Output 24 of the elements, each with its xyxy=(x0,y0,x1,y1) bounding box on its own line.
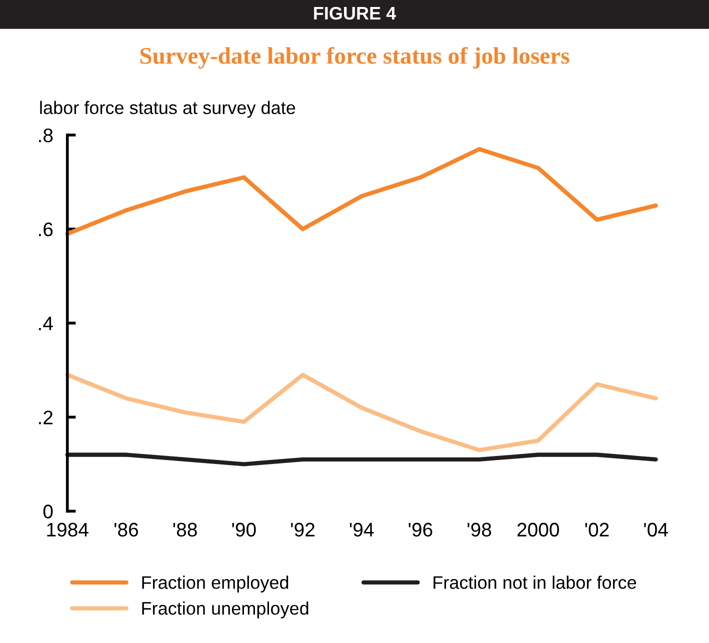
x-tick-label: '86 xyxy=(114,522,138,537)
y-tick-label: .8 xyxy=(39,128,53,142)
line-series xyxy=(65,147,658,236)
x-tick-label: '88 xyxy=(173,522,197,537)
line-series xyxy=(65,372,658,452)
x-tick-label: '90 xyxy=(232,522,256,537)
y-tick-label: .2 xyxy=(39,410,52,424)
x-tick-label: '96 xyxy=(408,522,432,537)
chart-title: FIGURE 4 xyxy=(314,6,396,20)
x-tick-label: '04 xyxy=(644,522,668,537)
legend-label: Fraction employed xyxy=(142,576,288,592)
x-tick-label: 2000 xyxy=(517,522,559,537)
x-tick-label: '92 xyxy=(291,522,314,537)
legend-label: Fraction unemployed xyxy=(142,602,308,618)
y-tick-label: 0 xyxy=(43,504,53,518)
y-tick-label: .4 xyxy=(39,316,53,330)
x-tick-label: '02 xyxy=(585,522,609,537)
x-tick-label: '98 xyxy=(468,522,492,537)
x-tick-label: 1984 xyxy=(47,522,88,537)
y-tick-label: .6 xyxy=(39,222,53,236)
x-tick-label: '94 xyxy=(350,522,374,537)
y-axis-title: labor force status at survey date xyxy=(40,100,296,118)
chart-subtitle: Survey-date labor force status of job losers xyxy=(140,47,570,69)
legend-label: Fraction not in labor force xyxy=(434,576,636,589)
